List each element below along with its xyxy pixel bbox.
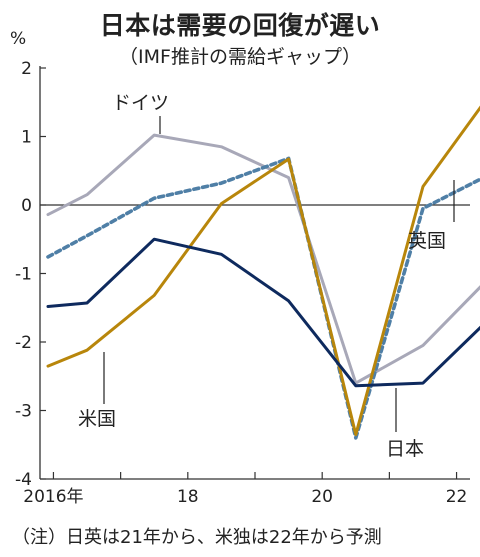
series-line-2: [46, 105, 480, 436]
y-tick-label: 0: [21, 196, 32, 216]
series-label-2: 米国: [78, 408, 116, 430]
series-line-0: [46, 133, 480, 385]
series-label-0: ドイツ: [112, 92, 169, 114]
y-tick-label: -4: [15, 470, 32, 490]
series-line-3: [46, 237, 480, 388]
series-line-1: [46, 156, 480, 440]
chart-subtitle: （IMF推計の需給ギャップ）: [119, 46, 361, 68]
y-tick-label: 2: [21, 59, 32, 79]
x-tick-label: 22: [446, 487, 468, 507]
x-tick-label: 20: [311, 487, 333, 507]
y-tick-label: -2: [15, 333, 32, 353]
y-tick-label: 1: [21, 128, 32, 148]
y-tick-label: -1: [15, 265, 32, 285]
series-label-1: 英国: [408, 230, 446, 252]
x-tick-label: 18: [177, 487, 199, 507]
chart-title: 日本は需要の回復が遅い: [99, 11, 381, 40]
y-axis-unit: %: [10, 29, 26, 49]
y-tick-label: -3: [15, 402, 32, 422]
series-label-3: 日本: [386, 438, 424, 460]
footnote: （注）日英は21年から、米独は22年から予測: [12, 527, 382, 548]
x-tick-label: 2016年: [23, 487, 83, 507]
